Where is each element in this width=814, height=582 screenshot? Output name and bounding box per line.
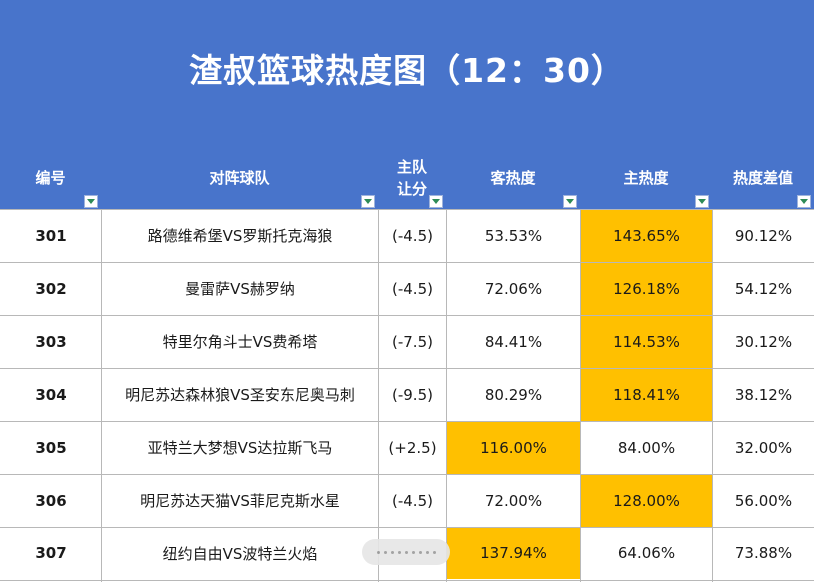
table-row: 303 特里尔角斗士VS费希塔 (-7.5) 84.41% 114.53% 30.12%	[0, 315, 814, 368]
cell-id[interactable]: 301	[35, 226, 67, 245]
cell-id[interactable]: 307	[35, 544, 67, 562]
cell-away-heat[interactable]: 53.53%	[484, 226, 543, 245]
column-divider	[378, 209, 379, 582]
header-banner	[0, 0, 814, 209]
cell-away-heat[interactable]: 72.00%	[484, 491, 543, 510]
table-row: 305 亚特兰大梦想VS达拉斯飞马 (+2.5) 116.00% 84.00% 32.00…	[0, 421, 814, 474]
cell-match[interactable]: 路德维希堡VS罗斯托克海狼	[147, 227, 333, 245]
cell-handicap[interactable]: (+2.5)	[388, 438, 437, 457]
cell-home-heat[interactable]: 114.53%	[581, 315, 712, 368]
column-divider	[712, 209, 713, 582]
cell-home-heat[interactable]: 84.00%	[617, 438, 676, 457]
column-header-handicap: 主队 让分	[396, 158, 427, 198]
cell-handicap[interactable]: (-4.5)	[392, 279, 433, 298]
table-row: 306 明尼苏达天猫VS菲尼克斯水星 (-4.5) 72.00% 128.00% 56.0…	[0, 474, 814, 527]
row-divider	[0, 474, 814, 475]
table-row: 304 明尼苏达森林狼VS圣安东尼奥马刺 (-9.5) 80.29% 118.41% 38…	[0, 368, 814, 421]
filter-dropdown-icon[interactable]	[429, 195, 443, 208]
table-row: 302 曼雷萨VS赫罗纳 (-4.5) 72.06% 126.18% 54.12%	[0, 262, 814, 315]
column-divider	[101, 209, 102, 582]
column-header-id: 编号	[35, 169, 66, 187]
cell-home-heat[interactable]: 118.41%	[581, 368, 712, 421]
cell-away-heat[interactable]: 116.00%	[447, 421, 580, 474]
filter-dropdown-icon[interactable]	[695, 195, 709, 208]
cell-match[interactable]: 亚特兰大梦想VS达拉斯飞马	[147, 439, 333, 457]
column-header-home_heat: 主热度	[623, 169, 669, 187]
column-header-match: 对阵球队	[209, 169, 270, 187]
cell-id[interactable]: 303	[35, 332, 67, 351]
cell-handicap[interactable]: (-9.5)	[392, 385, 433, 404]
row-divider	[0, 421, 814, 422]
cell-diff[interactable]: 30.12%	[734, 332, 793, 351]
overlay-scroll-indicator[interactable]	[362, 539, 450, 565]
cell-match[interactable]: 特里尔角斗士VS费希塔	[162, 333, 318, 351]
cell-match[interactable]: 明尼苏达天猫VS菲尼克斯水星	[140, 492, 340, 510]
cell-diff[interactable]: 32.00%	[734, 438, 793, 457]
table-row: 307 纽约自由VS波特兰火焰 137.94% 64.06% 73.88%	[0, 527, 814, 580]
row-divider	[0, 368, 814, 369]
cell-handicap[interactable]: (-4.5)	[392, 491, 433, 510]
filter-dropdown-icon[interactable]	[84, 195, 98, 208]
cell-id[interactable]: 304	[35, 385, 67, 404]
cell-diff[interactable]: 90.12%	[734, 226, 793, 245]
page-title: 渣叔篮球热度图（12：30）	[189, 51, 625, 90]
cell-diff[interactable]: 54.12%	[734, 279, 793, 298]
cell-away-heat[interactable]: 84.41%	[484, 332, 543, 351]
column-divider	[580, 209, 581, 582]
cell-id[interactable]: 305	[35, 438, 67, 457]
cell-id[interactable]: 302	[35, 279, 67, 298]
cell-handicap[interactable]: (-7.5)	[392, 332, 433, 351]
filter-dropdown-icon[interactable]	[361, 195, 375, 208]
table-row: 301 路德维希堡VS罗斯托克海狼 (-4.5) 53.53% 143.65% 90.12…	[0, 209, 814, 262]
cell-away-heat[interactable]: 80.29%	[484, 385, 543, 404]
cell-diff[interactable]: 73.88%	[734, 544, 793, 562]
cell-away-heat[interactable]: 137.94%	[447, 527, 580, 579]
cell-home-heat[interactable]: 143.65%	[581, 209, 712, 262]
row-divider	[0, 580, 814, 581]
row-divider	[0, 209, 814, 210]
filter-dropdown-icon[interactable]	[563, 195, 577, 208]
cell-match[interactable]: 明尼苏达森林狼VS圣安东尼奥马刺	[125, 386, 355, 404]
row-divider	[0, 527, 814, 528]
row-divider	[0, 315, 814, 316]
column-header-away_heat: 客热度	[490, 169, 536, 187]
cell-match[interactable]: 曼雷萨VS赫罗纳	[185, 280, 295, 298]
cell-away-heat[interactable]: 72.06%	[484, 279, 543, 298]
cell-handicap[interactable]: (-4.5)	[392, 226, 433, 245]
cell-home-heat[interactable]: 126.18%	[581, 262, 712, 315]
cell-diff[interactable]: 56.00%	[734, 491, 793, 510]
cell-match[interactable]: 纽约自由VS波特兰火焰	[162, 544, 318, 563]
cell-id[interactable]: 306	[35, 491, 67, 510]
row-divider	[0, 262, 814, 263]
cell-diff[interactable]: 38.12%	[734, 385, 793, 404]
filter-dropdown-icon[interactable]	[797, 195, 811, 208]
cell-home-heat[interactable]: 128.00%	[581, 474, 712, 527]
column-divider	[446, 209, 447, 582]
cell-home-heat[interactable]: 64.06%	[617, 544, 676, 562]
column-header-diff: 热度差值	[732, 169, 793, 187]
